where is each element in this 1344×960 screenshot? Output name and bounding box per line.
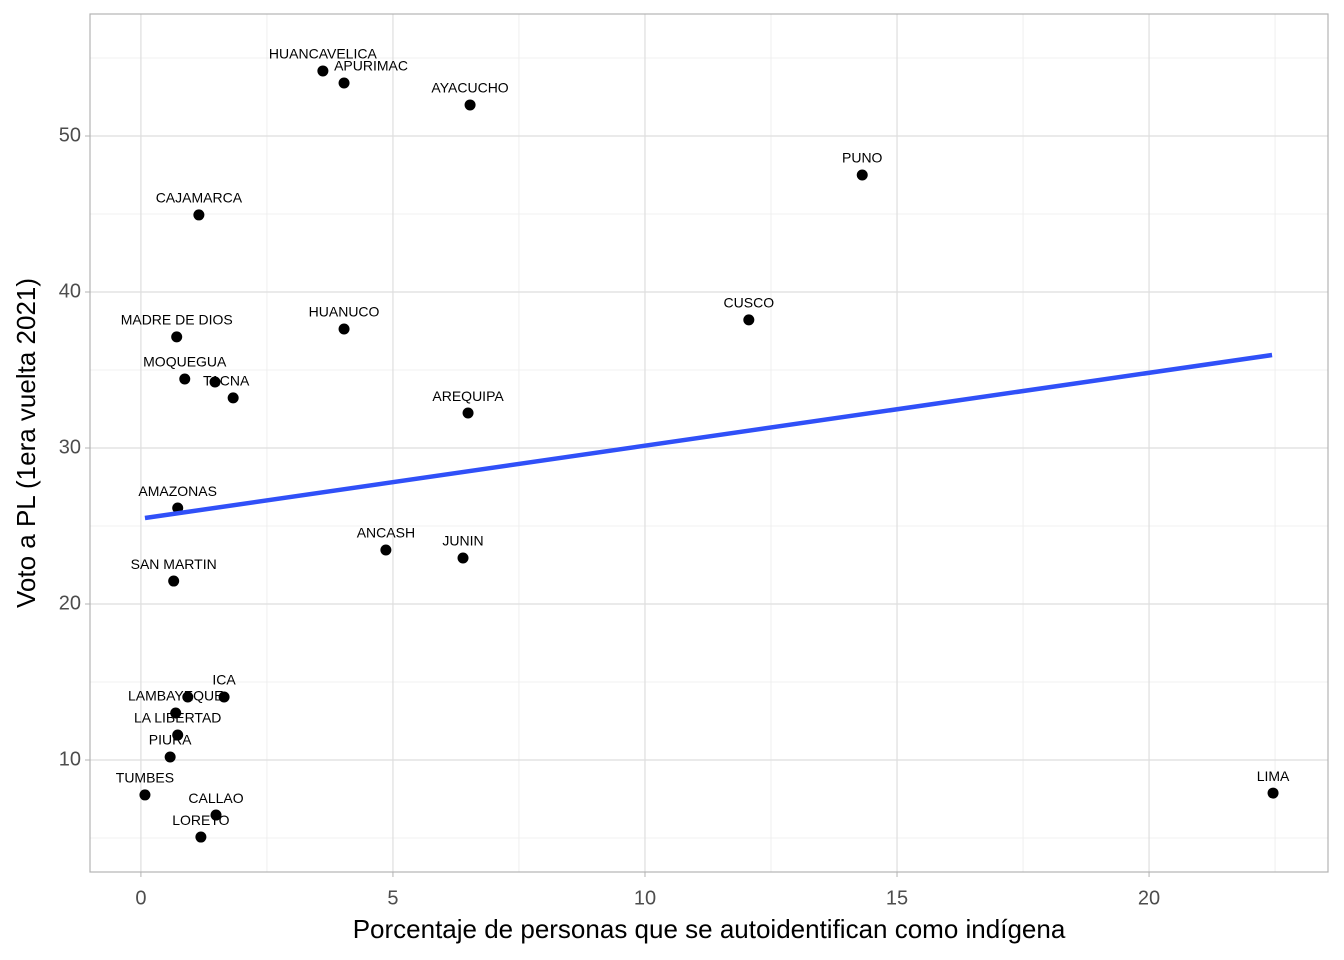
point-label: MADRE DE DIOS [121,312,233,328]
point-label: LAMBAYEQUE [128,688,223,704]
point [179,373,191,385]
point [193,209,205,221]
y-axis-title: Voto a PL (1era vuelta 2021) [11,278,41,608]
x-tick-label: 10 [634,887,656,909]
x-axis-title: Porcentaje de personas que se autoidenti… [353,914,1066,944]
point-label: ICA [212,672,236,688]
point [139,789,151,801]
x-tick-label: 20 [1138,887,1160,909]
point [195,831,207,843]
y-tick-label: 20 [59,592,81,614]
x-tick-label: 0 [135,887,146,909]
trend-line [144,352,1273,521]
point [380,544,392,556]
point [338,323,350,335]
point [227,392,239,404]
point [182,691,194,703]
point [218,691,230,703]
point [462,407,474,419]
point-label: CALLAO [188,790,243,806]
point-label: LIMA [1257,768,1290,784]
point-label: HUANCAVELICA [269,46,378,62]
y-tick-label: 30 [59,436,81,458]
x-tick-label: 5 [387,887,398,909]
point-label: HUANUCO [309,304,380,320]
point-label: TUMBES [116,770,174,786]
point [170,707,182,719]
point [168,575,180,587]
point-label: CUSCO [724,295,775,311]
point [457,552,469,564]
point [209,376,221,388]
point [172,729,184,741]
point-label: AMAZONAS [138,483,217,499]
point [1267,787,1279,799]
point [171,331,183,343]
point [164,751,176,763]
point-label: MOQUEGUA [143,354,227,370]
point [856,169,868,181]
x-tick-label: 15 [886,887,908,909]
point-label: AREQUIPA [432,388,504,404]
point-label: APURIMAC [334,58,408,74]
point-label: LA LIBERTAD [134,710,221,726]
y-tick-label: 40 [59,280,81,302]
y-tick-label: 50 [59,124,81,146]
point-label: CAJAMARCA [156,190,243,206]
point-label: AYACUCHO [431,80,508,96]
point-label: JUNIN [442,533,483,549]
y-tick-label: 10 [59,748,81,770]
point-label: LORETO [172,812,229,828]
point [210,809,222,821]
point-label: PIURA [149,732,192,748]
point [743,314,755,326]
point [317,65,329,77]
point [338,77,350,89]
point-label: ANCASH [357,525,415,541]
point-label: SAN MARTIN [131,556,217,572]
point [464,99,476,111]
point-label: PUNO [842,150,883,166]
panel-border [89,13,1329,873]
